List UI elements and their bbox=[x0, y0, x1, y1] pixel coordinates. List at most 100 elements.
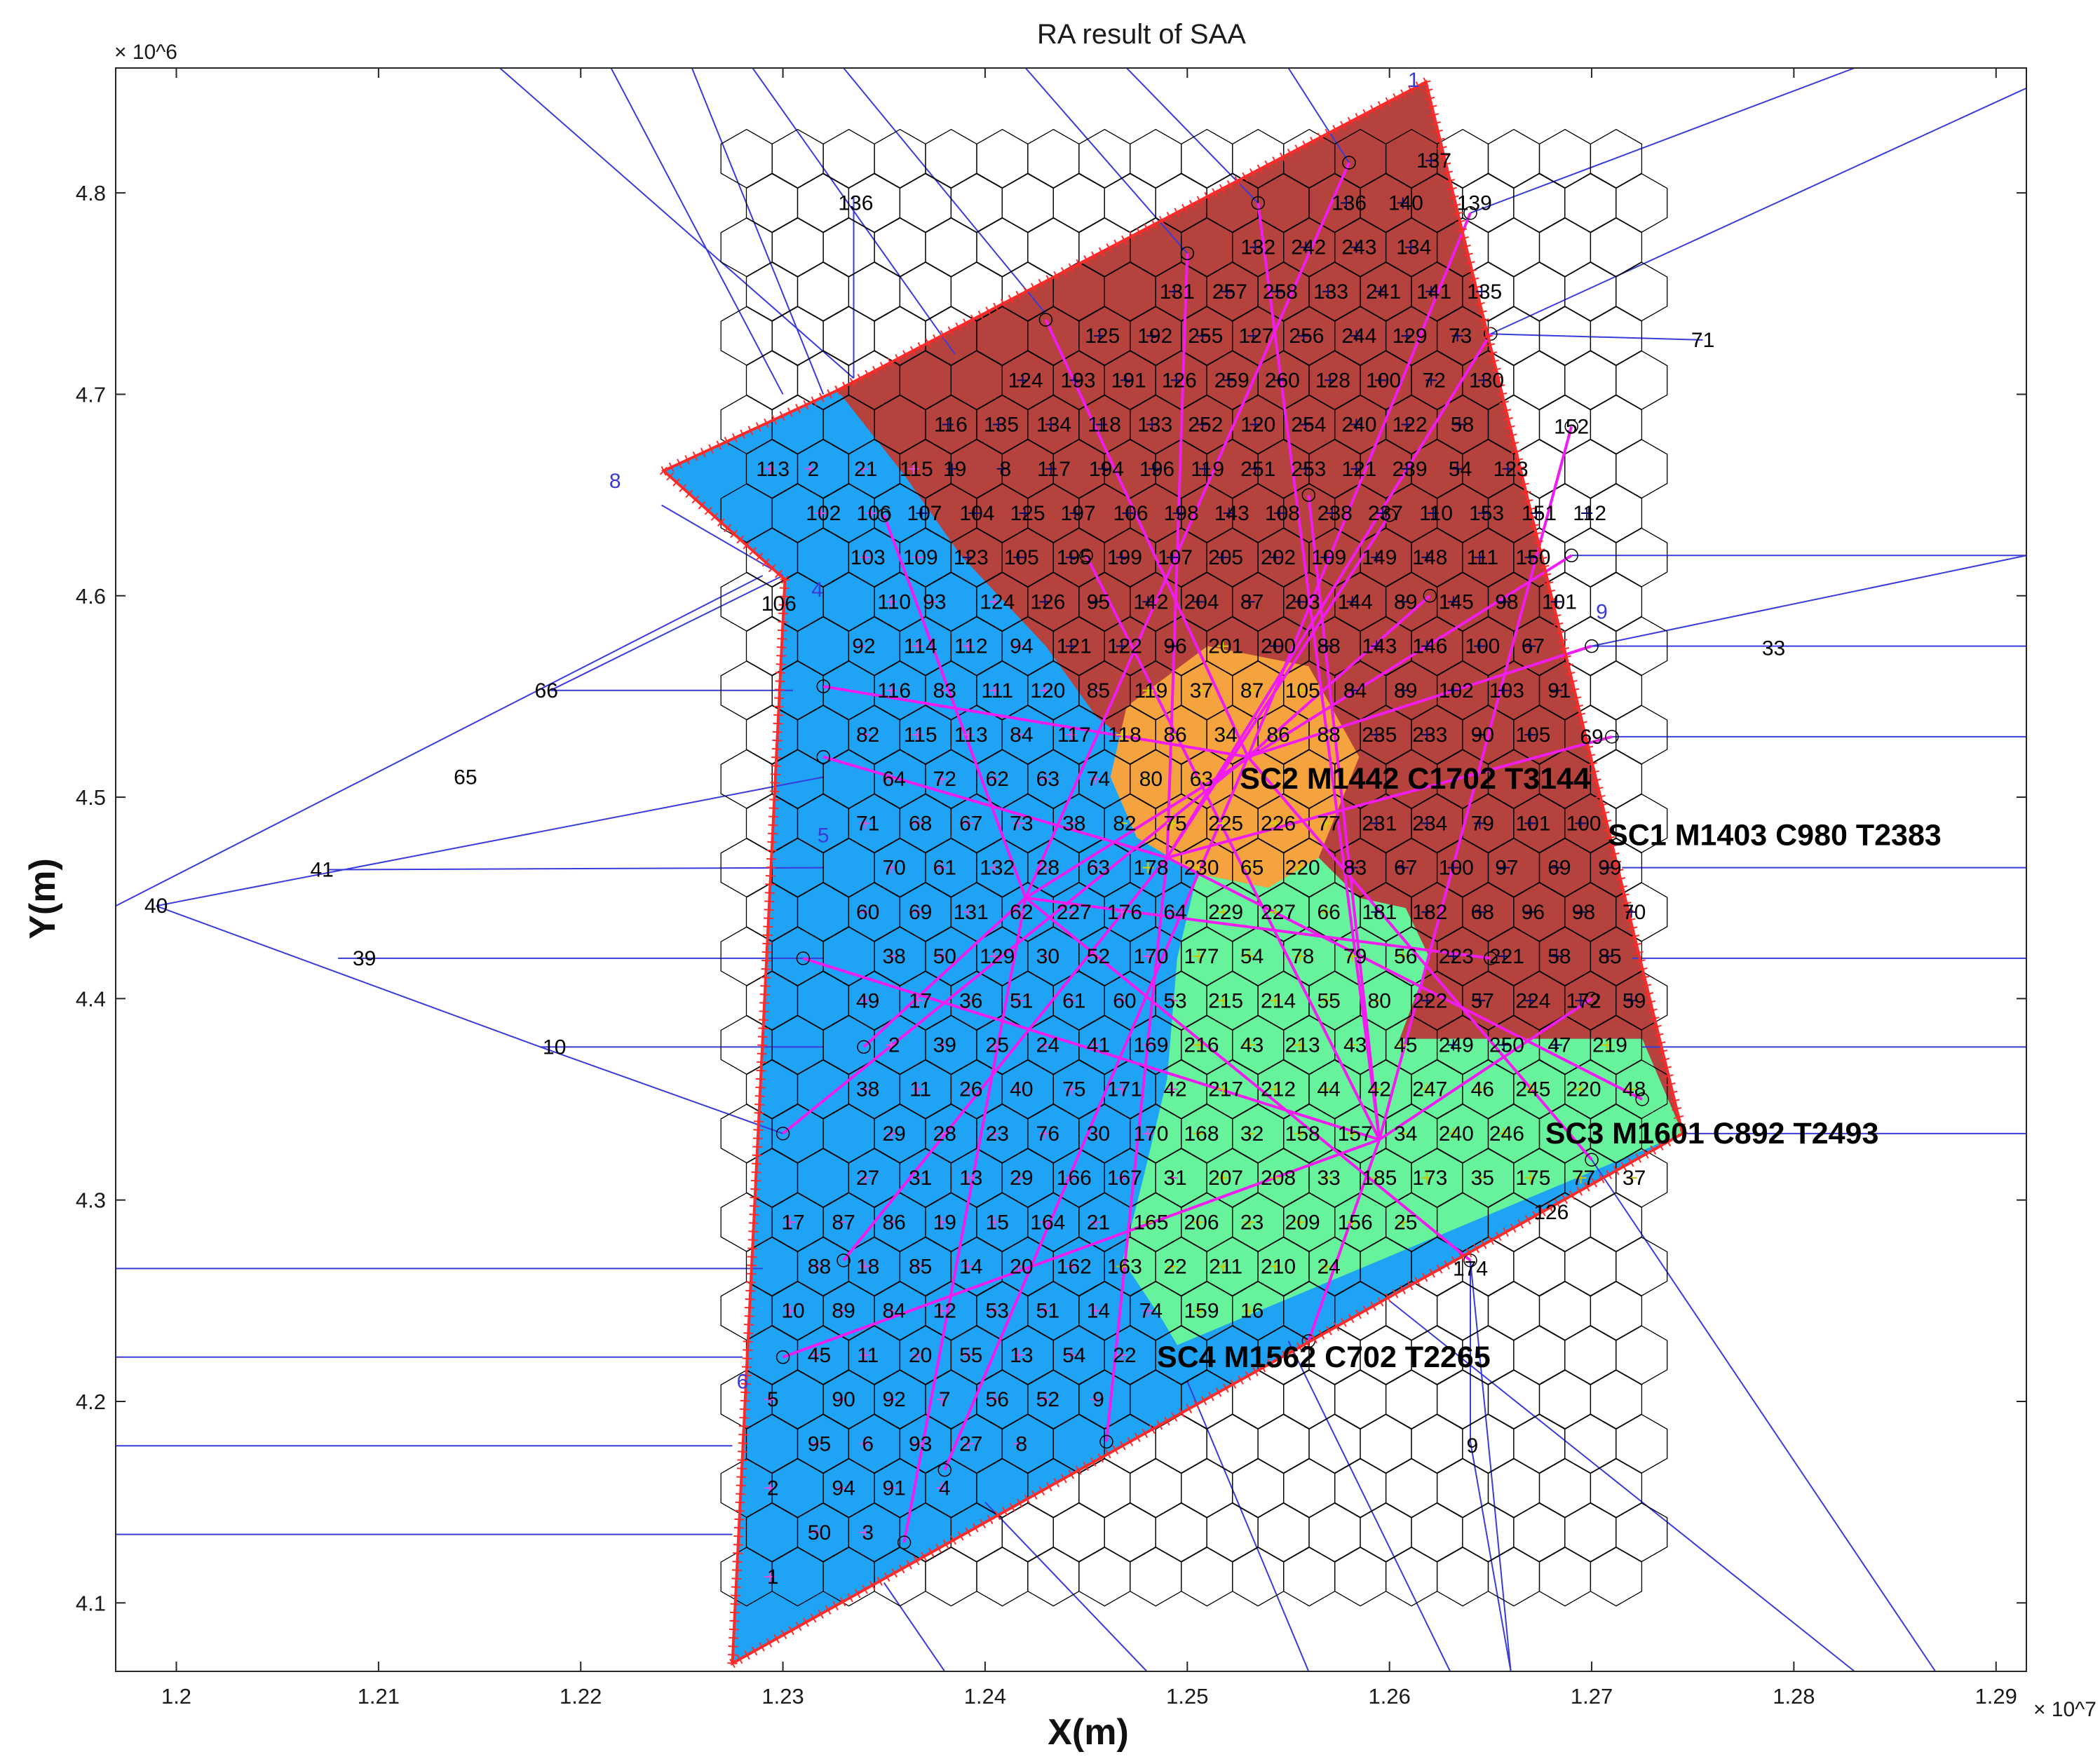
route-node bbox=[1180, 246, 1195, 261]
boundary-tick bbox=[1212, 188, 1218, 198]
cell-label: 62 bbox=[986, 768, 1009, 791]
cell-label: 103 bbox=[1489, 679, 1524, 702]
vertex-id: 6 bbox=[737, 1370, 749, 1393]
cell-label: 123 bbox=[954, 546, 989, 569]
cell-label: 136 bbox=[1332, 191, 1367, 215]
boundary-tick bbox=[818, 1609, 824, 1619]
boundary-tick bbox=[942, 1540, 949, 1549]
cell-label: 94 bbox=[832, 1477, 855, 1500]
boundary-tick bbox=[749, 1214, 759, 1216]
cell-label: 240 bbox=[1439, 1122, 1474, 1146]
cell-label: 85 bbox=[1598, 945, 1621, 968]
route-edge bbox=[1307, 1139, 1381, 1342]
voronoi-edge bbox=[1490, 333, 1703, 341]
boundary-tick bbox=[1252, 1367, 1259, 1377]
cell-label: 100 bbox=[1465, 635, 1500, 658]
boundary-tick bbox=[1529, 524, 1540, 528]
cell-label: 85 bbox=[909, 1256, 932, 1279]
boundary-tick bbox=[1326, 1326, 1332, 1336]
cell-label: 34 bbox=[1214, 724, 1237, 747]
cell-label: 258 bbox=[1263, 280, 1298, 304]
boundary-tick bbox=[1158, 215, 1165, 226]
cell-label: 182 bbox=[1412, 901, 1447, 924]
boundary-tick bbox=[898, 1564, 905, 1574]
region-label: SC4 M1562 C702 T2265 bbox=[1157, 1340, 1491, 1374]
boundary-outline bbox=[660, 77, 1688, 1669]
cell-label: 46 bbox=[1471, 1078, 1494, 1101]
cell-label: 144 bbox=[1338, 590, 1373, 613]
cell-label: 95 bbox=[1087, 590, 1110, 613]
voronoi-edge bbox=[1287, 68, 1350, 163]
boundary-tick bbox=[1617, 885, 1627, 890]
boundary-tick bbox=[1259, 1363, 1266, 1373]
boundary-tick bbox=[1503, 1227, 1509, 1237]
boundary-tick bbox=[883, 1572, 890, 1582]
cell-label: 79 bbox=[1343, 945, 1367, 968]
boundary-tick bbox=[1495, 1231, 1502, 1241]
boundary-tick bbox=[1505, 425, 1515, 429]
boundary-tick bbox=[1483, 334, 1493, 339]
route-node bbox=[1484, 951, 1498, 965]
boundary-tick bbox=[1601, 820, 1612, 824]
boundary-tick bbox=[1311, 1334, 1317, 1344]
cell-label: 170 bbox=[1133, 945, 1168, 968]
boundary-tick bbox=[1097, 1453, 1104, 1463]
cell-label: 99 bbox=[1598, 857, 1621, 880]
route-node bbox=[1585, 991, 1599, 1006]
cell-label: 86 bbox=[1163, 724, 1186, 747]
boundary-tick bbox=[1223, 1383, 1229, 1393]
voronoi-label: 66 bbox=[535, 679, 558, 702]
cell-label: 31 bbox=[1163, 1167, 1186, 1190]
boundary-tick bbox=[777, 629, 787, 632]
cell-label: 126 bbox=[1162, 369, 1197, 392]
boundary-tick bbox=[733, 1535, 744, 1537]
boundary-tick bbox=[1188, 200, 1195, 210]
boundary-tick bbox=[842, 381, 848, 391]
cell-label: 70 bbox=[1623, 901, 1646, 924]
boundary-tick bbox=[1532, 1211, 1538, 1221]
cell-label: 80 bbox=[1368, 989, 1391, 1012]
boundary-tick bbox=[730, 529, 738, 538]
region-label: SC2 M1442 C1702 T3144 bbox=[1240, 762, 1590, 796]
x-tick-label: 1.22 bbox=[560, 1684, 602, 1709]
route-edge bbox=[822, 685, 1249, 759]
boundary-tick bbox=[741, 1366, 752, 1369]
boundary-tick bbox=[768, 564, 776, 573]
boundary-tick bbox=[692, 451, 698, 461]
boundary-tick bbox=[1563, 663, 1573, 667]
hex-cell bbox=[1590, 306, 1643, 366]
cell-label: 111 bbox=[1467, 546, 1499, 569]
boundary-tick bbox=[736, 1655, 743, 1664]
cell-label: 61 bbox=[933, 857, 956, 880]
cell-label: 89 bbox=[832, 1300, 855, 1323]
cell-label: 7 bbox=[939, 1388, 951, 1411]
boundary-tick bbox=[740, 1408, 750, 1411]
voronoi-label: 39 bbox=[353, 947, 376, 970]
boundary-tick bbox=[1551, 614, 1562, 618]
voronoi-label: 136 bbox=[838, 191, 873, 215]
cell-label: 86 bbox=[882, 1211, 905, 1234]
cell-label: 92 bbox=[852, 635, 875, 658]
boundary-tick bbox=[757, 1044, 768, 1047]
cell-label: 102 bbox=[806, 502, 841, 525]
boundary-tick bbox=[1355, 113, 1361, 123]
voronoi-edge bbox=[499, 68, 855, 379]
boundary-tick bbox=[1665, 1082, 1676, 1087]
cell-label: 1 bbox=[767, 1566, 779, 1589]
cell-label: 45 bbox=[1394, 1033, 1417, 1057]
boundary-tick bbox=[746, 1272, 757, 1275]
route-edge bbox=[1024, 162, 1350, 899]
cell-label: 137 bbox=[1416, 149, 1451, 172]
cell-label: 51 bbox=[1036, 1300, 1059, 1323]
cell-label: 104 bbox=[959, 502, 994, 525]
cell-label: 225 bbox=[1208, 812, 1243, 835]
boundary-tick bbox=[1179, 1408, 1185, 1418]
boundary-tick bbox=[1503, 416, 1513, 421]
route-edge bbox=[1024, 897, 1472, 1262]
route-node bbox=[1301, 488, 1316, 502]
boundary-tick bbox=[778, 604, 789, 606]
boundary-tick bbox=[1436, 1264, 1443, 1274]
voronoi-edge bbox=[1470, 68, 1855, 214]
boundary-tick bbox=[1562, 1194, 1568, 1204]
hex-cell bbox=[1615, 1413, 1668, 1474]
